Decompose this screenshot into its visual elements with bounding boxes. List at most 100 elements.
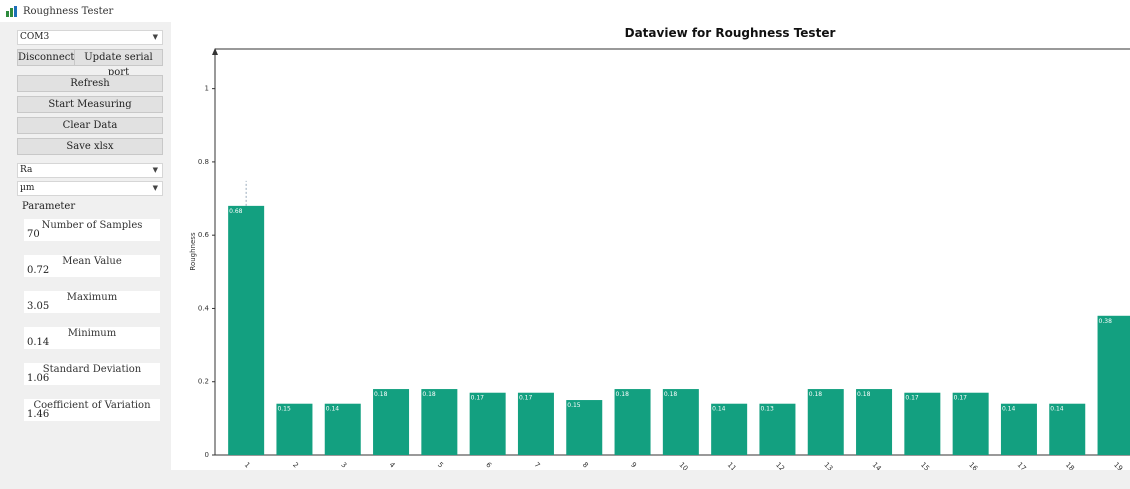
- field-label: Minimum: [67, 328, 117, 339]
- y-tick-label: 0: [205, 451, 209, 459]
- chart-panel: 0 0.2 0.4 0.6 0.8 1 Roughness 0.68 1 0.15 2 0.14 3 0.…: [171, 22, 1130, 470]
- bar: [566, 400, 603, 455]
- x-tick-label: 6: [484, 461, 493, 470]
- bar: [1097, 315, 1130, 455]
- bar: [469, 392, 506, 455]
- bar-data-label: 0.14: [712, 406, 726, 413]
- y-tick-label: 1: [205, 85, 209, 93]
- x-tick-label: 7: [533, 461, 542, 470]
- x-tick-label: 11: [726, 461, 738, 470]
- unit-select[interactable]: µm ▼: [17, 181, 163, 196]
- serial-port-value: COM3: [20, 32, 50, 42]
- bar: [276, 403, 313, 455]
- parameter-heading: Parameter: [22, 201, 76, 212]
- refresh-button[interactable]: Refresh: [17, 75, 163, 92]
- field-label: Coefficient of Variation: [33, 400, 151, 411]
- coefficient-of-variation-field: Coefficient of Variation 1.46: [24, 399, 160, 421]
- disconnect-button[interactable]: Disconnect: [17, 49, 75, 66]
- bar-data-label: 0.17: [519, 395, 533, 402]
- bar-chart: 0 0.2 0.4 0.6 0.8 1 Roughness 0.68 1 0.15 2 0.14 3 0.…: [189, 48, 1130, 470]
- field-label: Number of Samples: [41, 220, 143, 231]
- y-axis-arrow: [212, 48, 218, 55]
- field-value: 0.14: [27, 337, 50, 348]
- bar: [373, 389, 410, 455]
- x-tick-label: 17: [1016, 461, 1028, 470]
- x-tick-label: 3: [339, 461, 348, 470]
- bar-data-label: 0.17: [471, 395, 485, 402]
- x-tick-label: 8: [581, 461, 590, 470]
- y-axis-label: Roughness: [189, 232, 197, 271]
- y-tick-label: 0.6: [198, 231, 210, 239]
- y-tick-label: 0.2: [198, 378, 209, 386]
- field-value: 3.05: [27, 301, 50, 312]
- bar-data-label: 0.15: [567, 402, 581, 409]
- x-tick-label: 18: [1064, 461, 1076, 470]
- window-title: Roughness Tester: [23, 5, 114, 17]
- control-panel: COM3 ▼ Disconnect Update serial port Ref…: [12, 27, 163, 480]
- app-chart-icon: [6, 6, 17, 17]
- x-tick-label: 2: [291, 461, 300, 470]
- number-of-samples-field: Number of Samples 70: [24, 219, 160, 241]
- x-tick-label: 4: [388, 461, 397, 470]
- minimum-field: Minimum 0.14: [24, 327, 160, 349]
- y-tick-label: 0.4: [198, 304, 210, 312]
- bar-data-label: 0.14: [1050, 406, 1064, 413]
- chart-title: Dataview for Roughness Tester: [624, 26, 836, 40]
- x-tick-label: 14: [871, 461, 883, 470]
- bar: [856, 389, 893, 455]
- unit-select-value: µm: [20, 183, 35, 193]
- bar: [952, 392, 989, 455]
- bar-data-label: 0.18: [422, 391, 436, 398]
- x-tick-label: 9: [629, 461, 638, 470]
- y-tick-label: 0.8: [198, 158, 209, 166]
- bar: [807, 389, 844, 455]
- x-tick-label: 5: [436, 461, 445, 470]
- field-value: 1.06: [27, 373, 50, 384]
- bar: [662, 389, 699, 455]
- x-tick-label: 16: [967, 461, 979, 470]
- bar: [904, 392, 941, 455]
- start-measuring-button[interactable]: Start Measuring: [17, 96, 163, 113]
- maximum-field: Maximum 3.05: [24, 291, 160, 313]
- x-tick-label: 10: [677, 461, 689, 470]
- field-label: Maximum: [66, 292, 118, 303]
- bar-data-label: 0.18: [857, 391, 871, 398]
- x-tick-label: 12: [774, 461, 786, 470]
- field-label: Mean Value: [62, 256, 122, 267]
- bar-data-label: 0.15: [277, 406, 291, 413]
- bar: [711, 403, 748, 455]
- bar-data-label: 0.18: [664, 391, 678, 398]
- bar-data-label: 0.14: [1002, 406, 1016, 413]
- field-label: Standard Deviation: [42, 364, 142, 375]
- parameter-select-value: Ra: [20, 165, 33, 175]
- bar-data-label: 0.18: [809, 391, 823, 398]
- bar-data-label: 0.17: [954, 395, 968, 402]
- bar: [1049, 403, 1086, 455]
- x-tick-label: 19: [1112, 461, 1124, 470]
- bar-data-label: 0.18: [374, 391, 388, 398]
- bar: [1000, 403, 1037, 455]
- field-value: 0.72: [27, 265, 50, 276]
- bar: [517, 392, 554, 455]
- standard-deviation-field: Standard Deviation 1.06: [24, 363, 160, 385]
- chevron-down-icon: ▼: [152, 166, 158, 174]
- field-value: 1.46: [27, 409, 50, 420]
- bar-data-label: 0.38: [1099, 318, 1113, 325]
- clear-data-button[interactable]: Clear Data: [17, 117, 163, 134]
- save-xlsx-button[interactable]: Save xlsx: [17, 138, 163, 155]
- bar: [421, 389, 458, 455]
- bar-data-label: 0.17: [905, 395, 919, 402]
- parameter-select[interactable]: Ra ▼: [17, 163, 163, 178]
- x-tick-label: 13: [822, 461, 834, 470]
- x-tick-label: 15: [919, 461, 931, 470]
- title-bar: Roughness Tester: [0, 0, 1130, 22]
- bar: [228, 205, 265, 455]
- chevron-down-icon: ▼: [152, 184, 158, 192]
- bar: [614, 389, 651, 455]
- bar: [324, 403, 361, 455]
- bar: [759, 403, 796, 455]
- serial-port-select[interactable]: COM3 ▼: [17, 30, 163, 45]
- chevron-down-icon: ▼: [152, 33, 158, 41]
- update-serial-port-button[interactable]: Update serial port: [74, 49, 163, 78]
- x-tick-label: 1: [243, 461, 252, 470]
